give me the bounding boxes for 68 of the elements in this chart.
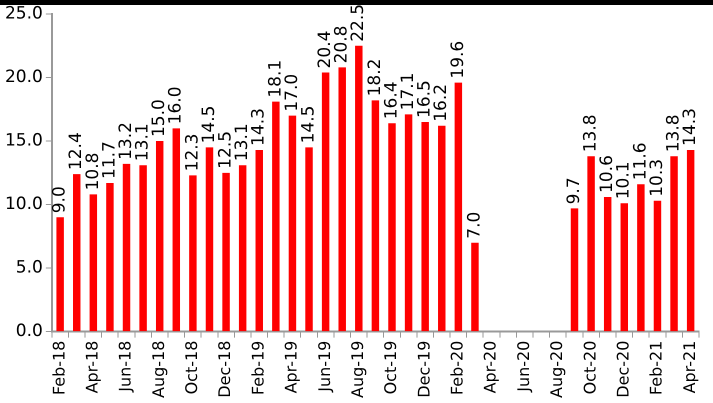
bar bbox=[338, 67, 346, 332]
x-tick-label: Feb-21 bbox=[646, 340, 666, 396]
bar bbox=[238, 165, 246, 332]
x-tick-label: Jun-20 bbox=[514, 340, 533, 393]
bar bbox=[73, 174, 80, 332]
bar bbox=[90, 194, 98, 332]
x-tick-label: Oct-20 bbox=[580, 340, 600, 394]
bar bbox=[305, 147, 313, 332]
x-tick-label: Dec-18 bbox=[215, 340, 234, 398]
x-tick-label: Oct-19 bbox=[381, 340, 400, 394]
bar bbox=[620, 203, 628, 332]
bar bbox=[122, 164, 130, 332]
bar bbox=[421, 122, 429, 332]
bar bbox=[654, 200, 662, 332]
data-label: 16.2 bbox=[431, 84, 452, 122]
x-tick-label: Aug-19 bbox=[348, 340, 367, 398]
bar bbox=[322, 72, 330, 332]
bar bbox=[637, 184, 645, 332]
x-tick-label: Apr-18 bbox=[82, 340, 102, 394]
bar bbox=[388, 123, 396, 332]
x-tick-label: Aug-18 bbox=[148, 340, 168, 398]
y-tick-label: 15.0 bbox=[4, 130, 43, 150]
y-tick-label: 25.0 bbox=[4, 3, 43, 24]
bar bbox=[355, 46, 363, 332]
y-tick-label: 10.0 bbox=[4, 194, 43, 214]
x-tick-label: Aug-20 bbox=[547, 340, 566, 398]
bar bbox=[570, 208, 578, 332]
x-tick-label: Jun-18 bbox=[116, 340, 135, 393]
x-tick-label: Jun-19 bbox=[314, 340, 334, 393]
bar bbox=[156, 141, 164, 332]
x-tick-label: Apr-20 bbox=[480, 340, 500, 394]
data-label: 19.6 bbox=[448, 40, 468, 79]
bar bbox=[587, 156, 595, 332]
bar bbox=[56, 217, 64, 332]
x-tick-label: Feb-19 bbox=[248, 340, 268, 396]
data-label: 22.5 bbox=[348, 4, 368, 42]
data-label: 16.0 bbox=[166, 86, 186, 124]
bar bbox=[272, 102, 280, 332]
x-tick-label: Oct-18 bbox=[182, 340, 202, 394]
x-tick-label: Apr-21 bbox=[680, 340, 699, 394]
bar bbox=[438, 126, 446, 332]
y-tick-label: 20.0 bbox=[4, 66, 43, 87]
y-tick-label: 5.0 bbox=[16, 258, 43, 278]
x-tick-label: Feb-18 bbox=[49, 340, 68, 396]
bar bbox=[686, 150, 694, 332]
bar bbox=[222, 172, 230, 332]
bar bbox=[206, 147, 214, 332]
x-tick-label: Dec-20 bbox=[613, 340, 632, 398]
bar bbox=[471, 242, 479, 332]
bar bbox=[139, 165, 147, 332]
data-label: 9.0 bbox=[50, 186, 70, 214]
bar bbox=[604, 196, 612, 332]
x-tick-label: Apr-19 bbox=[282, 340, 301, 394]
y-tick-label: 0.0 bbox=[16, 321, 43, 342]
bar bbox=[454, 82, 462, 332]
x-tick-label: Feb-20 bbox=[448, 340, 467, 396]
data-label: 9.7 bbox=[564, 177, 584, 204]
bar bbox=[372, 100, 380, 332]
x-tick-label: Dec-19 bbox=[414, 340, 434, 398]
bar bbox=[670, 156, 678, 332]
bar bbox=[106, 182, 114, 332]
bar bbox=[404, 114, 412, 332]
bar bbox=[256, 150, 263, 332]
bar bbox=[288, 116, 296, 332]
data-label: 7.0 bbox=[464, 212, 484, 239]
bar bbox=[172, 128, 180, 332]
data-label: 13.8 bbox=[580, 114, 601, 152]
bar bbox=[189, 175, 197, 332]
